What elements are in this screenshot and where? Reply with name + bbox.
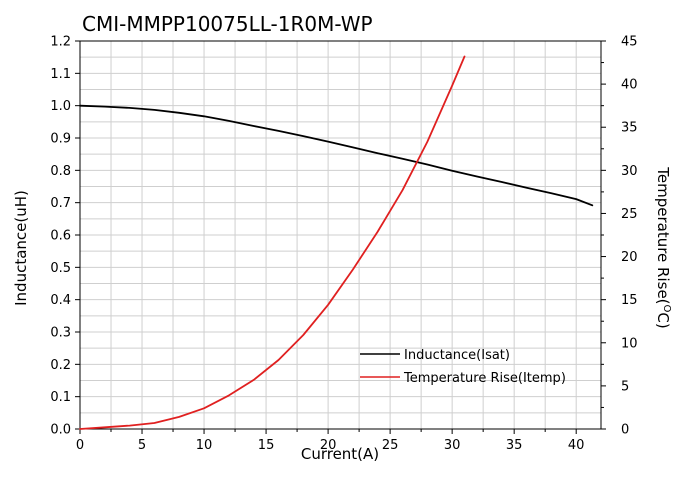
y-right-tick-label: 30 bbox=[621, 164, 638, 179]
y-right-tick-label: 45 bbox=[621, 35, 638, 50]
x-tick-label: 20 bbox=[320, 438, 337, 453]
series-temperature-line bbox=[79, 55, 466, 430]
y-left-tick-label: 0.8 bbox=[50, 164, 71, 179]
y-left-tick-label: 0.4 bbox=[50, 293, 71, 308]
ticks: 0 5 10 15 20 25 30 35 40 0.0 0.1 0.2 0.3 0.4 0.5 0.6 0.7… bbox=[50, 35, 637, 454]
x-tick-label: 10 bbox=[196, 438, 213, 453]
y-right-tick-label: 40 bbox=[621, 78, 638, 93]
x-tick-label: 30 bbox=[444, 438, 461, 453]
y-left-tick-label: 0.7 bbox=[50, 196, 71, 211]
y-right-tick-label: 0 bbox=[621, 423, 629, 438]
y-right-axis-title-unit: C) bbox=[654, 312, 672, 328]
y-left-tick-label: 0.3 bbox=[50, 326, 71, 341]
y-left-tick-label: 1.0 bbox=[50, 99, 71, 114]
x-tick-label: 25 bbox=[382, 438, 399, 453]
y-left-tick-label: 0.2 bbox=[50, 358, 71, 373]
legend-label-inductance: Inductance(Isat) bbox=[404, 348, 510, 363]
x-tick-label: 35 bbox=[506, 438, 523, 453]
y-left-tick-label: 0.5 bbox=[50, 261, 71, 276]
y-right-tick-label: 25 bbox=[621, 207, 638, 222]
x-tick-label: 5 bbox=[138, 438, 146, 453]
y-right-tick-label: 15 bbox=[621, 293, 638, 308]
legend-label-temperature: Temperature Rise(Itemp) bbox=[403, 371, 566, 386]
y-left-tick-label: 0.6 bbox=[50, 229, 71, 244]
y-right-tick-label: 10 bbox=[621, 336, 638, 351]
series-inductance-line bbox=[79, 104, 594, 207]
y-left-tick-label: 1.1 bbox=[50, 67, 71, 82]
y-left-axis-title: Inductance(uH) bbox=[12, 190, 30, 306]
y-left-tick-label: 0.0 bbox=[50, 423, 71, 438]
y-left-tick-label: 0.1 bbox=[50, 390, 71, 405]
x-tick-label: 40 bbox=[568, 438, 585, 453]
series-lines bbox=[79, 55, 594, 430]
y-right-axis-title-degree: O bbox=[661, 305, 672, 313]
y-right-axis-title-main: Temperature Rise( bbox=[654, 166, 672, 304]
y-right-axis-title: Temperature Rise(OC) bbox=[654, 166, 672, 328]
x-tick-label: 15 bbox=[258, 438, 275, 453]
y-left-tick-label: 0.9 bbox=[50, 132, 71, 147]
y-right-tick-label: 5 bbox=[621, 379, 629, 394]
chart-title: CMI-MMPP10075LL-1R0M-WP bbox=[82, 12, 373, 36]
x-tick-label: 0 bbox=[76, 438, 84, 453]
x-axis-title: Current(A) bbox=[301, 445, 379, 463]
y-right-tick-label: 20 bbox=[621, 250, 638, 265]
legend: Inductance(Isat) Temperature Rise(Itemp) bbox=[360, 348, 566, 386]
y-right-tick-label: 35 bbox=[621, 121, 638, 136]
y-left-tick-label: 1.2 bbox=[50, 35, 71, 50]
